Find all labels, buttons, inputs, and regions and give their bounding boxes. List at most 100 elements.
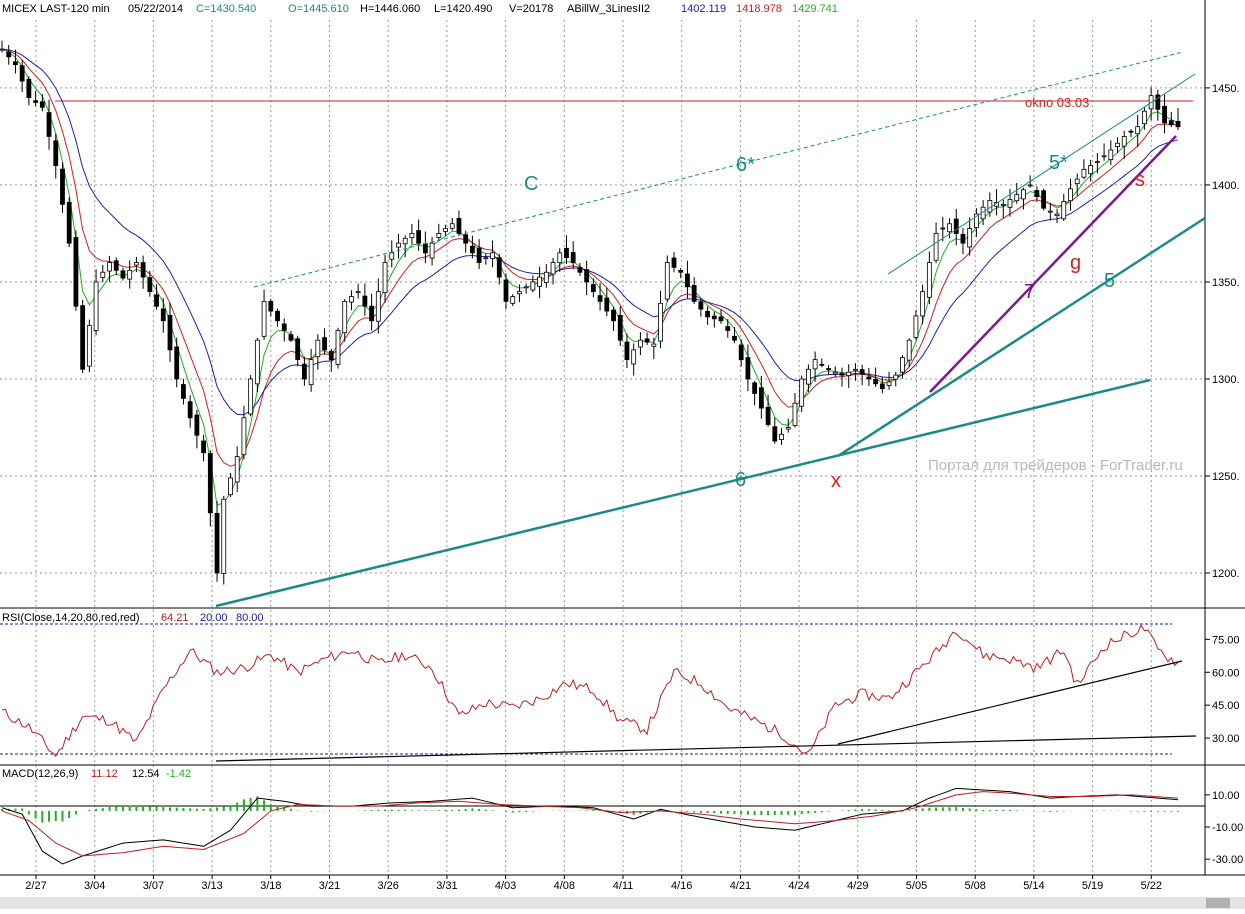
- x-tick-label: 4/03: [495, 880, 516, 892]
- x-tick-label: 4/29: [847, 880, 868, 892]
- scrollbar-thumb[interactable]: [1206, 898, 1230, 908]
- candle-body: [819, 363, 825, 366]
- price-tick-label: 1250.: [1212, 471, 1240, 483]
- candle-body: [133, 262, 139, 266]
- candle-body: [443, 228, 448, 232]
- macd-axis: 10.00 -10.00 -30.00: [1205, 790, 1243, 866]
- candle-body: [906, 339, 912, 361]
- candle-body: [658, 302, 663, 342]
- price-tick-label: 1400.: [1212, 180, 1240, 192]
- moving-average-lines: [1, 48, 1179, 506]
- candle-body: [416, 230, 422, 244]
- x-tick-label: 2/27: [25, 880, 46, 892]
- candle-body: [6, 51, 12, 58]
- candle-body: [765, 406, 771, 425]
- candle-body: [254, 339, 260, 385]
- candle-body: [362, 295, 368, 307]
- candle-body: [66, 201, 72, 244]
- header-volume: V=20178: [509, 3, 553, 15]
- rsi-tick-label: 60.00: [1212, 667, 1240, 679]
- candle-body: [638, 339, 643, 348]
- candle-body: [1135, 126, 1141, 135]
- candle-body: [174, 346, 180, 380]
- trendline-6: [215, 378, 1151, 608]
- candle-body: [617, 314, 623, 341]
- x-tick-label: 5/05: [906, 880, 927, 892]
- candle-body: [248, 378, 254, 415]
- candle-body: [1007, 199, 1013, 208]
- candle-body: [201, 440, 207, 454]
- candle-body: [46, 112, 52, 137]
- candle-body: [328, 351, 334, 360]
- candle-body: [590, 284, 596, 293]
- candle-body: [530, 281, 536, 291]
- candle-body: [792, 402, 798, 426]
- macd-header-signal: 12.54: [132, 768, 160, 780]
- candle-body: [624, 341, 630, 360]
- rsi-line: [1, 624, 1179, 758]
- candle-body: [1000, 203, 1006, 206]
- candle-body: [449, 223, 455, 229]
- header-indicator: ABillW_3LinesII2: [567, 3, 650, 15]
- macd-header-hist: -1.42: [166, 768, 191, 780]
- price-tick-label: 1300.: [1212, 374, 1240, 386]
- candle-body: [349, 296, 354, 303]
- candle-body: [570, 252, 576, 263]
- candle-body: [73, 237, 79, 307]
- candle-body: [207, 452, 213, 514]
- header-ind-red: 1418.978: [736, 3, 782, 15]
- candle-body: [879, 383, 885, 390]
- price-tick-label: 1450.: [1212, 83, 1240, 95]
- header-ind-blue: 1402.119: [681, 3, 726, 15]
- header-low: L=1420.490: [434, 3, 492, 15]
- candle-body: [93, 281, 99, 331]
- candle-body: [577, 266, 583, 273]
- macd-header-macd: 11.12: [91, 768, 118, 780]
- candle-body: [651, 343, 657, 347]
- candle-body: [288, 334, 294, 341]
- candle-body: [584, 269, 590, 283]
- price-axis: 1450. 1400. 1350. 1300. 1250. 1200.: [1205, 83, 1240, 580]
- candle-body: [234, 456, 240, 483]
- candle-body: [147, 277, 153, 293]
- candle-body: [1121, 136, 1127, 147]
- x-tick-label: 4/21: [730, 880, 751, 892]
- candle-body: [752, 382, 758, 394]
- candle-body: [1074, 178, 1080, 184]
- candle-body: [436, 233, 442, 238]
- candle-body: [355, 291, 361, 294]
- price-tick-label: 1350.: [1212, 277, 1240, 289]
- wave-label-g: g: [1070, 252, 1081, 274]
- scrollbar-track[interactable]: [0, 897, 1245, 909]
- candle-body: [369, 305, 375, 322]
- candle-body: [120, 270, 126, 279]
- candle-body: [409, 233, 415, 239]
- candle-body: [221, 498, 227, 574]
- candle-body: [967, 228, 973, 248]
- candle-body: [1155, 94, 1161, 110]
- candle-body: [1162, 105, 1167, 124]
- watermark: Портал для трейдеров - ForTrader.ru: [928, 457, 1183, 474]
- rsi-header-value: 64.21: [161, 612, 189, 624]
- candle-body: [127, 269, 133, 280]
- candle-body: [1021, 189, 1026, 200]
- x-tick-label: 3/18: [260, 880, 281, 892]
- channel-5star: [887, 73, 1196, 275]
- candle-body: [745, 357, 751, 380]
- candle-body: [839, 372, 845, 376]
- candle-body: [1101, 155, 1107, 158]
- candle-body: [1047, 210, 1053, 213]
- candle-body: [806, 368, 811, 385]
- candle-body: [1041, 190, 1046, 209]
- candle-body: [483, 257, 489, 260]
- wave-label-s: s: [1135, 169, 1145, 191]
- x-tick-label: 4/08: [554, 880, 575, 892]
- x-tick-label: 4/24: [788, 880, 809, 892]
- candle-body: [107, 262, 112, 272]
- candlesticks: [0, 40, 1181, 585]
- x-tick-label: 3/13: [201, 880, 222, 892]
- candle-body: [295, 338, 301, 360]
- header-date: 05/22/2014: [128, 3, 183, 15]
